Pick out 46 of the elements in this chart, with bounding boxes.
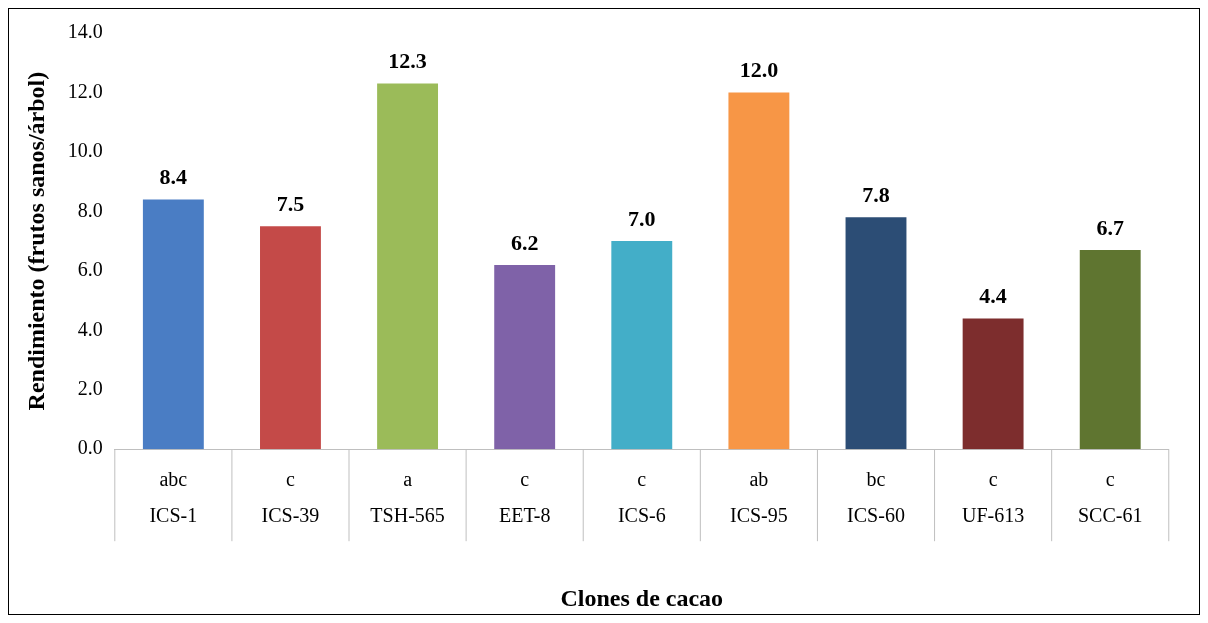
bar <box>845 217 907 450</box>
y-tick-label: 8.0 <box>77 198 103 221</box>
y-tick-label: 2.0 <box>77 376 103 399</box>
y-tick-label: 6.0 <box>77 258 103 281</box>
text: c <box>637 468 647 491</box>
data-label: 4.4 <box>979 283 1007 309</box>
data-label: 12.3 <box>388 48 427 74</box>
bar <box>494 264 556 450</box>
text: c <box>1105 468 1115 491</box>
x-tick-label: UF-613 <box>961 504 1025 527</box>
x-tick-label: ICS-1 <box>149 504 198 527</box>
x-tick-label: ICS-6 <box>617 504 666 527</box>
x-tick-label: SCC-61 <box>1077 504 1143 527</box>
data-label: 12.0 <box>739 57 779 83</box>
data-label: 8.4 <box>159 164 188 190</box>
x-tick-label: ICS-39 <box>261 504 320 527</box>
text: c <box>988 468 998 491</box>
y-tick-label: 0.0 <box>77 436 103 459</box>
text: abc <box>159 468 188 491</box>
x-tick-label: TSH-565 <box>370 504 445 527</box>
bar <box>611 241 673 450</box>
bar <box>1079 250 1141 450</box>
data-label: 6.7 <box>1096 214 1124 240</box>
text: c <box>286 468 296 491</box>
x-axis-title: Clones de cacao <box>560 584 724 611</box>
data-label: 6.2 <box>510 229 539 255</box>
x-tick-label: ICS-95 <box>729 504 788 527</box>
data-label: 7.0 <box>628 205 656 231</box>
bar <box>142 199 204 450</box>
data-label: 7.8 <box>862 182 890 207</box>
y-tick-label: 10.0 <box>67 139 103 162</box>
x-tick-label: ICS-60 <box>847 504 905 527</box>
text: c <box>520 468 530 491</box>
bar <box>728 92 790 450</box>
bar <box>962 318 1024 450</box>
y-tick-label: 4.0 <box>77 317 103 340</box>
bar <box>377 83 439 450</box>
text: bc <box>866 468 886 491</box>
data-label: 7.5 <box>276 190 305 216</box>
text: a <box>403 468 413 491</box>
x-tick-label: EET-8 <box>498 504 551 527</box>
y-tick-label: 14.0 <box>67 20 103 43</box>
y-tick-label: 12.0 <box>67 79 103 102</box>
text: ab <box>749 468 769 491</box>
bar <box>260 226 321 450</box>
y-axis-title: Rendimiento (frutos sanos/árbol) <box>22 71 49 411</box>
